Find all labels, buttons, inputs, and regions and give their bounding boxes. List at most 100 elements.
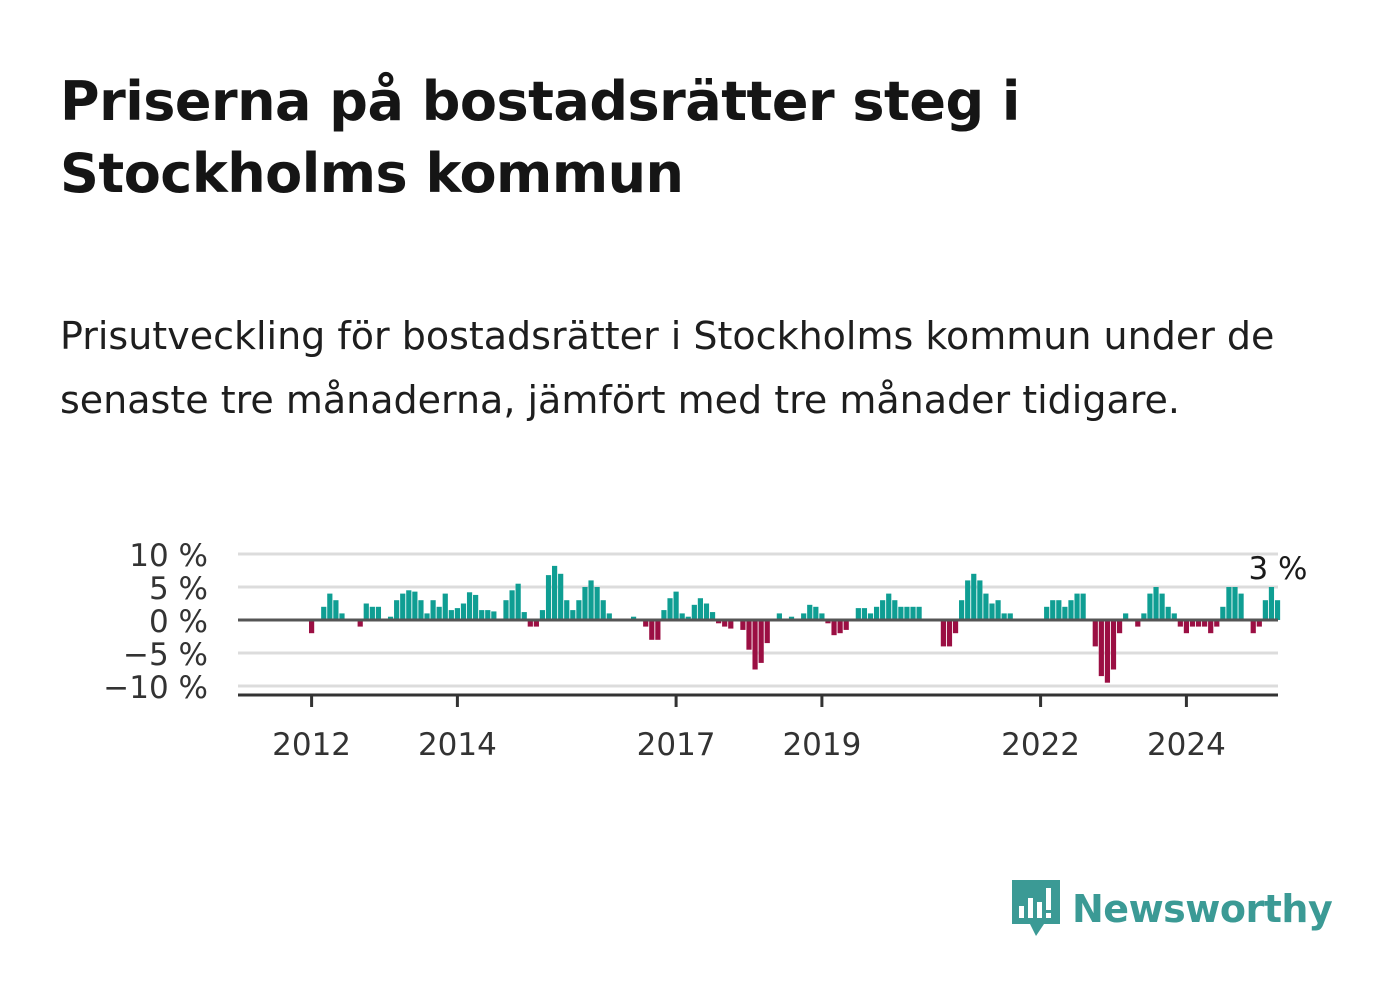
latest-value-label: 3 % (1248, 551, 1307, 587)
chart-bar (1220, 606, 1226, 620)
chart-bar (1104, 620, 1111, 683)
chart-bar (473, 594, 479, 620)
chart-bar (946, 620, 953, 647)
chart-bar (363, 603, 369, 620)
chart-bar (1080, 593, 1086, 620)
chart-bar (801, 613, 807, 620)
chart-bar (904, 606, 910, 620)
chart-bar (436, 606, 442, 620)
chart-bar (1226, 587, 1232, 620)
chart-bar (1141, 613, 1147, 620)
chart-bar (959, 600, 965, 620)
chart-bar (558, 573, 564, 620)
chart-bar (491, 611, 497, 620)
y-tick-label: 10 % (129, 538, 208, 574)
y-tick-label: −5 % (123, 637, 208, 673)
chart-bar (1274, 600, 1281, 620)
chart-bar (1262, 600, 1268, 620)
chart-bar (752, 620, 758, 670)
chart-bar (807, 604, 813, 620)
bar-chart-speech-bubble-icon (1012, 880, 1060, 936)
x-tick-label: 2017 (637, 727, 716, 763)
chart-bar (1202, 620, 1208, 627)
chart-bar (454, 608, 460, 620)
chart-bar (673, 591, 679, 620)
newsworthy-logo: Newsworthy (1010, 878, 1333, 940)
chart-bar (1153, 587, 1159, 620)
chart-bar (527, 620, 533, 627)
chart-bar (1214, 620, 1220, 627)
chart-bar (321, 606, 327, 620)
chart-bar (667, 598, 673, 620)
chart-bar (1056, 600, 1062, 620)
chart-bar (776, 613, 782, 620)
chart-bar (722, 620, 728, 627)
chart-bar (880, 600, 886, 620)
chart-bar (375, 606, 382, 620)
chart-bar (570, 610, 576, 620)
chart-bar (697, 598, 703, 620)
chart-bar (1208, 620, 1214, 634)
chart-bar (940, 620, 946, 647)
chart-bar (309, 620, 315, 634)
chart-bar (606, 613, 612, 620)
chart-bar (661, 610, 667, 620)
chart-bar (448, 610, 454, 620)
chart-bar (831, 620, 837, 636)
y-tick-label: −10 % (103, 670, 208, 706)
chart-bar (594, 587, 600, 620)
chart-bar (1268, 587, 1275, 620)
chart-bar (503, 600, 509, 620)
axes (238, 618, 1278, 707)
chart-bar (691, 604, 697, 620)
chart-bar (679, 613, 685, 620)
chart-bar (430, 600, 436, 620)
x-tick-label: 2014 (418, 727, 497, 763)
chart-bar (442, 593, 448, 620)
chart-bar (485, 610, 491, 620)
chart-bar (576, 600, 582, 620)
chart-bar (1110, 620, 1117, 670)
chart-bar (387, 616, 394, 620)
chart-bar (400, 593, 406, 620)
chart-bar (685, 616, 691, 620)
chart-bar (643, 620, 649, 627)
chart-bar (1195, 620, 1202, 627)
chart-bar (1074, 593, 1080, 620)
chart-bar (1147, 593, 1153, 620)
x-tick-label: 2019 (782, 727, 861, 763)
chart-bar (728, 620, 734, 629)
chart-bar (539, 610, 546, 620)
chart-bar (1165, 606, 1171, 620)
chart-bar (819, 613, 825, 620)
chart-bar (709, 612, 716, 620)
chart-bar (740, 620, 746, 630)
chart-bar (460, 603, 467, 620)
chart-bar (855, 608, 861, 620)
chart-bar (916, 606, 922, 620)
chart-bar (910, 606, 916, 620)
chart-bar (971, 573, 977, 620)
chart-bar (545, 575, 552, 620)
chart-bar (1171, 613, 1177, 620)
chart-bar (357, 620, 363, 627)
chart-bar (837, 620, 843, 634)
chart-bar (898, 606, 904, 620)
x-tick-label: 2024 (1147, 727, 1226, 763)
chart-bar (1044, 606, 1050, 620)
chart-bar (1135, 620, 1141, 627)
chart-bar (630, 616, 637, 620)
chart-bar (1001, 613, 1007, 620)
chart-bar (333, 600, 339, 620)
bar-chart: 10 %5 %0 %−5 %−10 % 2012 2014 2017 2019 2022 2… (103, 538, 1307, 763)
chart-bar (1250, 620, 1256, 634)
chart-bar (369, 606, 375, 620)
chart-bar (1123, 613, 1129, 620)
chart-bar (703, 603, 710, 620)
chart-bar (813, 606, 819, 620)
chart-bar (418, 600, 424, 620)
chart-bar (788, 616, 795, 620)
chart-bar (758, 620, 764, 663)
chart-bar (977, 580, 983, 620)
gridlines (238, 552, 1278, 688)
